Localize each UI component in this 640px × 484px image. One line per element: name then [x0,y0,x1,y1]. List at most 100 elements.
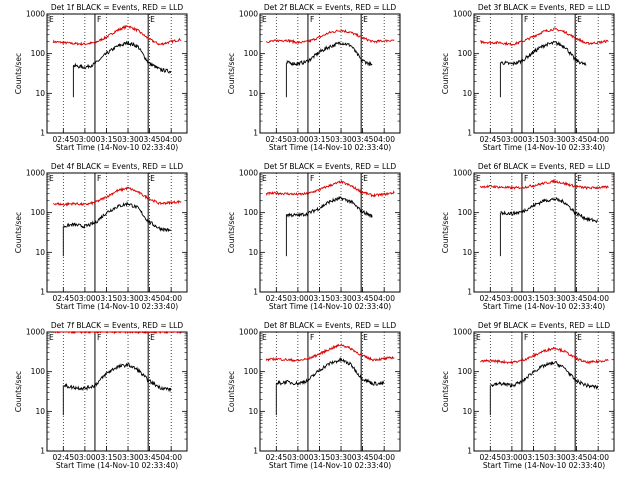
x-tick-label: 03:45 [352,294,374,303]
series-events-line [63,200,172,233]
x-axis-label: Start Time (14-Nov-10 02:33:40) [483,302,605,311]
segment-marker-label: F [97,15,101,24]
panel-title: Det 5f BLACK = Events, RED = LLD [264,162,397,171]
y-tick-label: 1 [40,288,45,297]
x-tick-label: 03:45 [566,453,588,462]
x-tick-label: 02:45 [479,135,501,144]
panel-det-3f: Det 3f BLACK = Events, RED = LLD 1 10 100 10… [441,3,615,152]
segment-marker-label: E [363,15,368,24]
segment-marker-label: E [262,333,267,342]
segment-marker-label: E [577,174,582,183]
y-tick-label: 10 [462,407,472,416]
segment-marker-label: E [476,333,481,342]
y-tick-label: 1000 [239,328,258,337]
x-tick-label: 03:15 [96,135,118,144]
x-tick-label: 03:30 [330,294,352,303]
panel-title: Det 2f BLACK = Events, RED = LLD [264,3,397,12]
panel-det-1f: Det 1f BLACK = Events, RED = LLD 1 10 100 10… [14,3,188,152]
x-tick-label: 04:00 [587,453,609,462]
series-lld-line [52,331,182,335]
x-tick-label: 03:45 [566,294,588,303]
y-tick-label: 10 [248,89,258,98]
x-tick-label: 03:15 [523,135,545,144]
x-tick-label: 03:45 [139,135,161,144]
y-tick-label: 1000 [26,328,45,337]
panel-title: Det 8f BLACK = Events, RED = LLD [264,321,397,330]
y-tick-label: 1 [40,129,45,138]
y-tick-label: 1 [467,129,472,138]
y-axis-label: Counts/sec [227,53,236,94]
segment-marker-label: E [150,333,155,342]
x-tick-label: 03:00 [501,453,523,462]
x-tick-label: 03:15 [96,453,118,462]
x-tick-label: 04:00 [373,453,395,462]
series-lld-line [479,178,609,191]
plot-frame [259,331,401,452]
x-tick-label: 02:45 [265,294,287,303]
x-axis-label: Start Time (14-Nov-10 02:33:40) [269,302,391,311]
x-axis-label: Start Time (14-Nov-10 02:33:40) [56,302,178,311]
y-axis-label: Counts/sec [14,53,23,94]
plot-frame [46,13,188,134]
y-tick-label: 1000 [239,169,258,178]
segment-marker-label: E [577,333,582,342]
y-axis-label: Counts/sec [227,212,236,253]
x-tick-label: 03:00 [287,294,309,303]
plot-frame [259,172,401,293]
x-tick-label: 03:30 [330,135,352,144]
y-tick-label: 1 [253,447,258,456]
panel-det-5f: Det 5f BLACK = Events, RED = LLD 1 10 100 10… [227,162,401,311]
x-tick-label: 02:45 [265,135,287,144]
x-tick-label: 03:30 [117,135,139,144]
x-tick-label: 02:45 [479,294,501,303]
y-tick-label: 10 [35,407,45,416]
panel-title: Det 3f BLACK = Events, RED = LLD [478,3,611,12]
segment-marker-label: E [476,15,481,24]
x-tick-label: 03:15 [309,294,331,303]
plot-frame [259,13,401,134]
series-events-line [490,361,599,390]
x-axis-label: Start Time (14-Nov-10 02:33:40) [483,461,605,470]
x-tick-label: 02:45 [52,453,74,462]
segment-marker-label: F [524,333,528,342]
x-tick-label: 03:30 [544,135,566,144]
y-tick-label: 100 [31,49,46,58]
segment-marker-label: E [150,174,155,183]
segment-marker-label: E [363,333,368,342]
x-tick-label: 04:00 [160,135,182,144]
segment-marker-label: E [262,174,267,183]
x-tick-label: 03:45 [352,453,374,462]
x-tick-label: 03:30 [544,453,566,462]
panel-title: Det 4f BLACK = Events, RED = LLD [51,162,184,171]
y-tick-label: 1000 [453,10,472,19]
plot-frame [473,13,615,134]
panel-det-6f: Det 6f BLACK = Events, RED = LLD 1 10 100 10… [441,162,615,311]
x-tick-label: 03:00 [74,294,96,303]
x-axis-label: Start Time (14-Nov-10 02:33:40) [269,461,391,470]
y-tick-label: 1 [467,447,472,456]
x-tick-label: 03:00 [287,453,309,462]
y-tick-label: 1000 [26,10,45,19]
x-tick-label: 04:00 [587,135,609,144]
segment-marker-label: E [49,333,54,342]
series-events-line [500,197,598,224]
segment-marker-label: F [97,333,101,342]
series-lld-line [52,24,182,47]
series-lld-line [52,186,182,207]
x-tick-label: 03:30 [117,294,139,303]
series-events-line [73,40,172,74]
segment-marker-label: E [577,15,582,24]
y-tick-label: 10 [462,248,472,257]
x-tick-label: 02:45 [52,294,74,303]
plot-frame [473,172,615,293]
y-axis-label: Counts/sec [14,371,23,412]
segment-marker-label: F [97,174,101,183]
panel-title: Det 6f BLACK = Events, RED = LLD [478,162,611,171]
segment-marker-label: F [524,174,528,183]
y-tick-label: 10 [248,407,258,416]
series-events-line [500,40,587,67]
x-tick-label: 03:00 [501,135,523,144]
x-tick-label: 02:45 [265,453,287,462]
y-tick-label: 10 [35,89,45,98]
y-tick-label: 1 [40,447,45,456]
